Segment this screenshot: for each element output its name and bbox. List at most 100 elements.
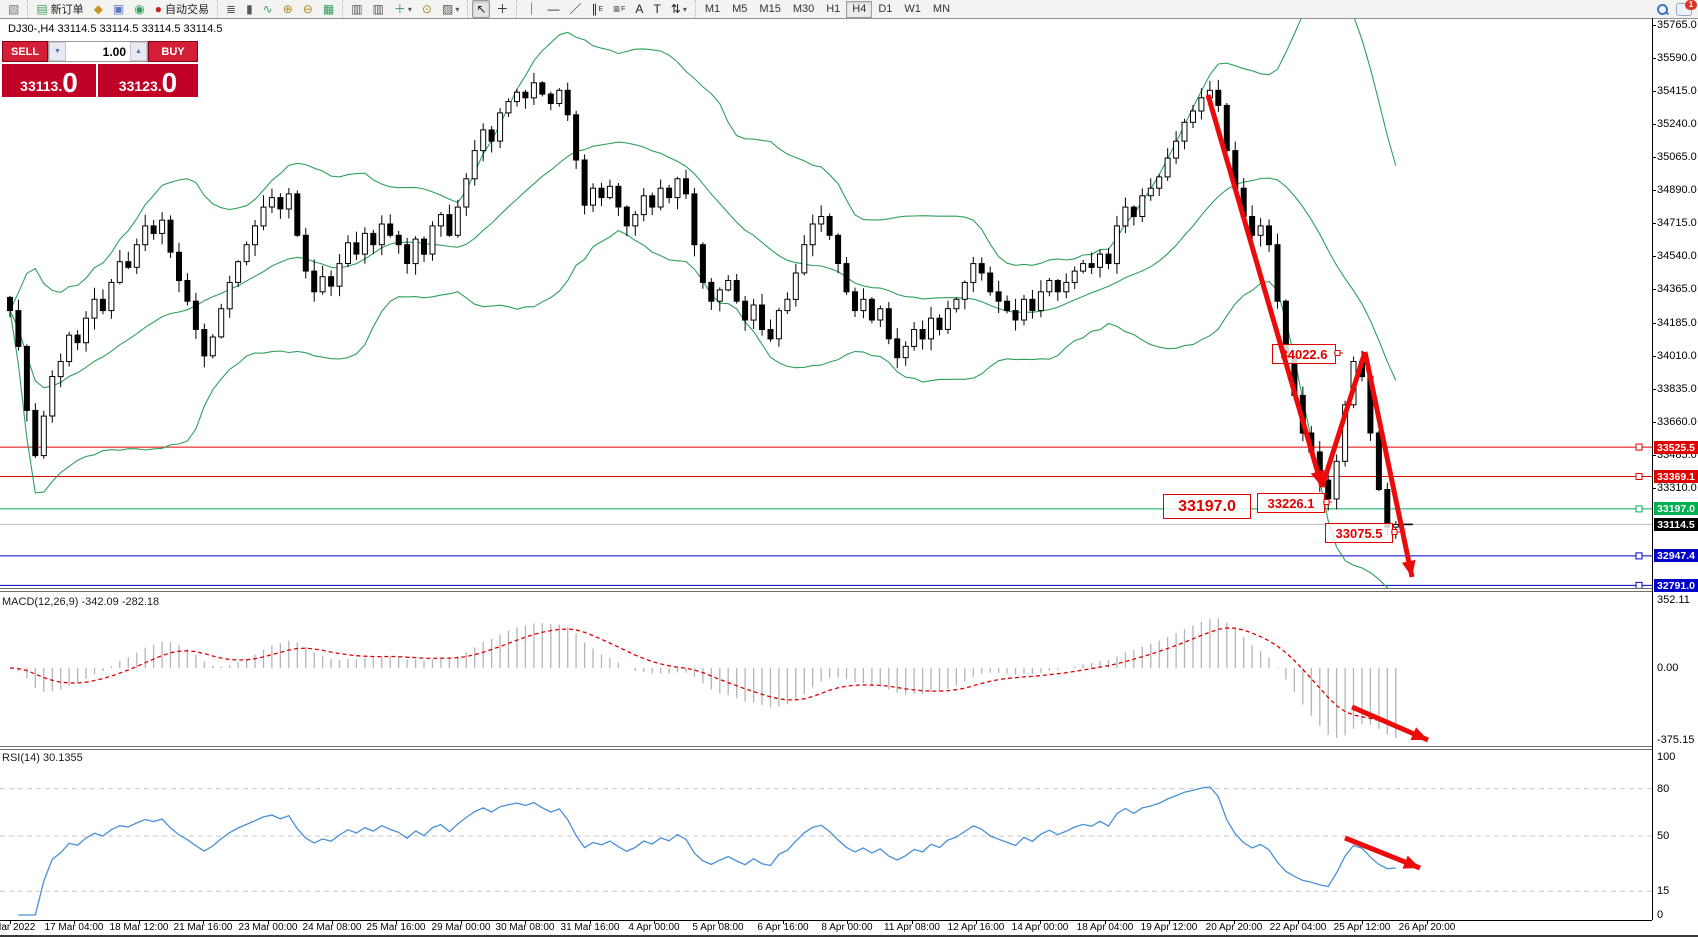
price-annotation[interactable]: 33197.0 — [1163, 494, 1251, 519]
timeframe-m5-button[interactable]: M5 — [732, 3, 748, 15]
date-axis-label[interactable]: 21 Mar 16:00 — [173, 922, 233, 933]
date-axis-tick — [332, 920, 333, 924]
label-icon-button[interactable]: T — [649, 0, 664, 18]
date-axis-label[interactable]: 14 Apr 00:00 — [1011, 922, 1069, 933]
fibonacci-icon: ≡ — [613, 2, 621, 16]
timeframe-d1-button[interactable]: D1 — [878, 3, 893, 15]
volume-increase-button[interactable]: ▲ — [130, 42, 147, 61]
chat-icon[interactable]: 1 — [1676, 0, 1697, 16]
date-axis-label[interactable]: 23 Mar 00:00 — [238, 922, 298, 933]
bid-price[interactable]: 33113. 0 — [2, 64, 96, 97]
date-axis-label[interactable]: 17 Mar 04:00 — [44, 922, 104, 933]
trendline-icon-button[interactable]: ／ — [565, 0, 585, 18]
autotrading-icon-button[interactable]: ● 自动交易 — [151, 0, 213, 18]
price-axis-label: 35065.0 — [1657, 151, 1697, 163]
date-axis-label[interactable]: 29 Mar 00:00 — [431, 922, 491, 933]
profile-icon: ▥ — [351, 2, 363, 16]
price-line-label: 33197.0 — [1654, 502, 1698, 515]
date-axis-label[interactable]: 30 Mar 08:00 — [495, 922, 555, 933]
date-axis-tick — [203, 920, 204, 924]
date-axis-label[interactable]: 20 Apr 20:00 — [1205, 922, 1263, 933]
rsi-pane[interactable] — [0, 750, 1652, 920]
price-annotation[interactable]: 33226.1 — [1257, 493, 1325, 513]
search-icon[interactable] — [1657, 3, 1670, 15]
timeframe-m15-button[interactable]: M15 — [759, 3, 781, 15]
date-axis-label[interactable]: 24 Mar 08:00 — [302, 922, 362, 933]
price-axis-label: 34365.0 — [1657, 283, 1697, 295]
arrange-icon-button[interactable]: ▥ — [369, 0, 388, 18]
volume-value[interactable]: 1.00 — [102, 44, 126, 59]
terminal-icon: ▣ — [112, 2, 125, 16]
price-annotation[interactable]: 34022.6 — [1272, 344, 1336, 364]
arrows-icon-button[interactable]: ⇅ ▾ — [667, 0, 691, 18]
dropdown-caret-icon: ▾ — [407, 4, 412, 14]
cursor-icon-button[interactable]: ↖ — [472, 0, 491, 18]
price-axis-label: 35765.0 — [1657, 19, 1697, 31]
fibonacci-icon-button[interactable]: ≡ F — [613, 2, 626, 16]
tile-windows-icon-button[interactable]: ▦ — [319, 0, 338, 18]
date-axis-label[interactable]: 8 Apr 00:00 — [821, 922, 873, 933]
price-chart-pane[interactable] — [0, 18, 1652, 588]
date-axis-label[interactable]: 8 Mar 2022 — [0, 922, 36, 933]
candlestick-chart-icon-button[interactable]: ▮ — [242, 0, 257, 18]
macd-axis-label: 0.00 — [1657, 662, 1679, 674]
zoom-out-icon-button[interactable]: ⊖ — [299, 0, 317, 18]
macd-rsi-separator[interactable] — [0, 746, 1652, 750]
date-axis-tick — [1298, 920, 1299, 924]
timeframe-w1-button[interactable]: W1 — [904, 3, 921, 15]
date-axis-tick — [525, 920, 526, 924]
crosshair-icon-button[interactable]: ＋ — [492, 0, 512, 18]
buy-button[interactable]: BUY — [148, 41, 198, 62]
date-axis-label[interactable]: 18 Mar 12:00 — [109, 922, 169, 933]
date-axis-label[interactable]: 25 Mar 16:00 — [366, 922, 426, 933]
price-axis-tick — [1652, 422, 1656, 423]
signals-icon-button[interactable]: ◉ — [130, 0, 148, 18]
timeframe-mn-button[interactable]: MN — [932, 3, 951, 15]
line-chart-icon-button[interactable]: ∿ — [259, 0, 277, 18]
main-macd-separator[interactable] — [0, 588, 1652, 592]
date-axis-label[interactable]: 26 Apr 20:00 — [1398, 922, 1456, 933]
timeframe-h4-button[interactable]: H4 — [846, 0, 873, 18]
hline-icon-button[interactable]: — — [543, 0, 563, 18]
date-axis-label[interactable]: 18 Apr 04:00 — [1076, 922, 1134, 933]
add-indicator-icon-button[interactable]: ＋ ▾ — [390, 0, 416, 18]
trendline-icon: ／ — [569, 2, 582, 16]
channel-icon-button[interactable]: ∥ E — [591, 2, 604, 16]
date-axis-label[interactable]: 6 Apr 16:00 — [757, 922, 809, 933]
date-axis-tick — [1169, 920, 1170, 924]
date-axis-tick — [1105, 920, 1106, 924]
timeframe-h1-button[interactable]: H1 — [826, 3, 841, 15]
history-center-icon-button[interactable]: ◆ — [90, 0, 107, 18]
date-axis-tick — [10, 920, 11, 924]
label-icon: T — [653, 2, 661, 16]
timeframe-m30-button[interactable]: M30 — [792, 3, 815, 15]
rsi-axis-label: 100 — [1657, 751, 1676, 763]
ask-price[interactable]: 33123. 0 — [98, 64, 198, 97]
date-axis-label[interactable]: 5 Apr 08:00 — [692, 922, 744, 933]
zoom-in-icon-button[interactable]: ⊕ — [279, 0, 297, 18]
date-axis-label[interactable]: 25 Apr 12:00 — [1333, 922, 1391, 933]
price-annotation[interactable]: 33075.5 — [1325, 523, 1393, 543]
macd-pane[interactable] — [0, 592, 1652, 746]
new-order-icon-button[interactable]: ▤ 新订单 — [32, 0, 87, 18]
terminal-icon-button[interactable]: ▣ — [109, 0, 128, 18]
timeframe-m1-button[interactable]: M1 — [704, 3, 721, 15]
rsi-axis-label: 80 — [1657, 783, 1670, 795]
bar-chart-icon-button[interactable]: ≣ — [222, 0, 240, 18]
clock-icon-button[interactable]: ⊙ — [418, 0, 436, 18]
template-icon-button[interactable]: ▨ ▾ — [438, 0, 463, 18]
date-axis-label[interactable]: 12 Apr 16:00 — [947, 922, 1005, 933]
volume-decrease-button[interactable]: ▼ — [49, 42, 66, 61]
text-icon-button[interactable]: A — [631, 0, 647, 18]
date-axis-label[interactable]: 19 Apr 12:00 — [1140, 922, 1198, 933]
arrange-icon: ▥ — [372, 2, 384, 16]
date-axis-label[interactable]: 11 Apr 08:00 — [884, 922, 940, 933]
chart-window-icon-button[interactable]: ▧ — [4, 0, 23, 18]
date-axis-label[interactable]: 31 Mar 16:00 — [560, 922, 620, 933]
date-axis-label[interactable]: 22 Apr 04:00 — [1269, 922, 1327, 933]
sell-button[interactable]: SELL — [2, 41, 48, 62]
date-axis-line — [0, 920, 1652, 921]
date-axis-label[interactable]: 4 Apr 00:00 — [628, 922, 680, 933]
profile-icon-button[interactable]: ▥ — [347, 0, 366, 18]
vline-icon-button[interactable]: ｜ — [521, 0, 541, 18]
